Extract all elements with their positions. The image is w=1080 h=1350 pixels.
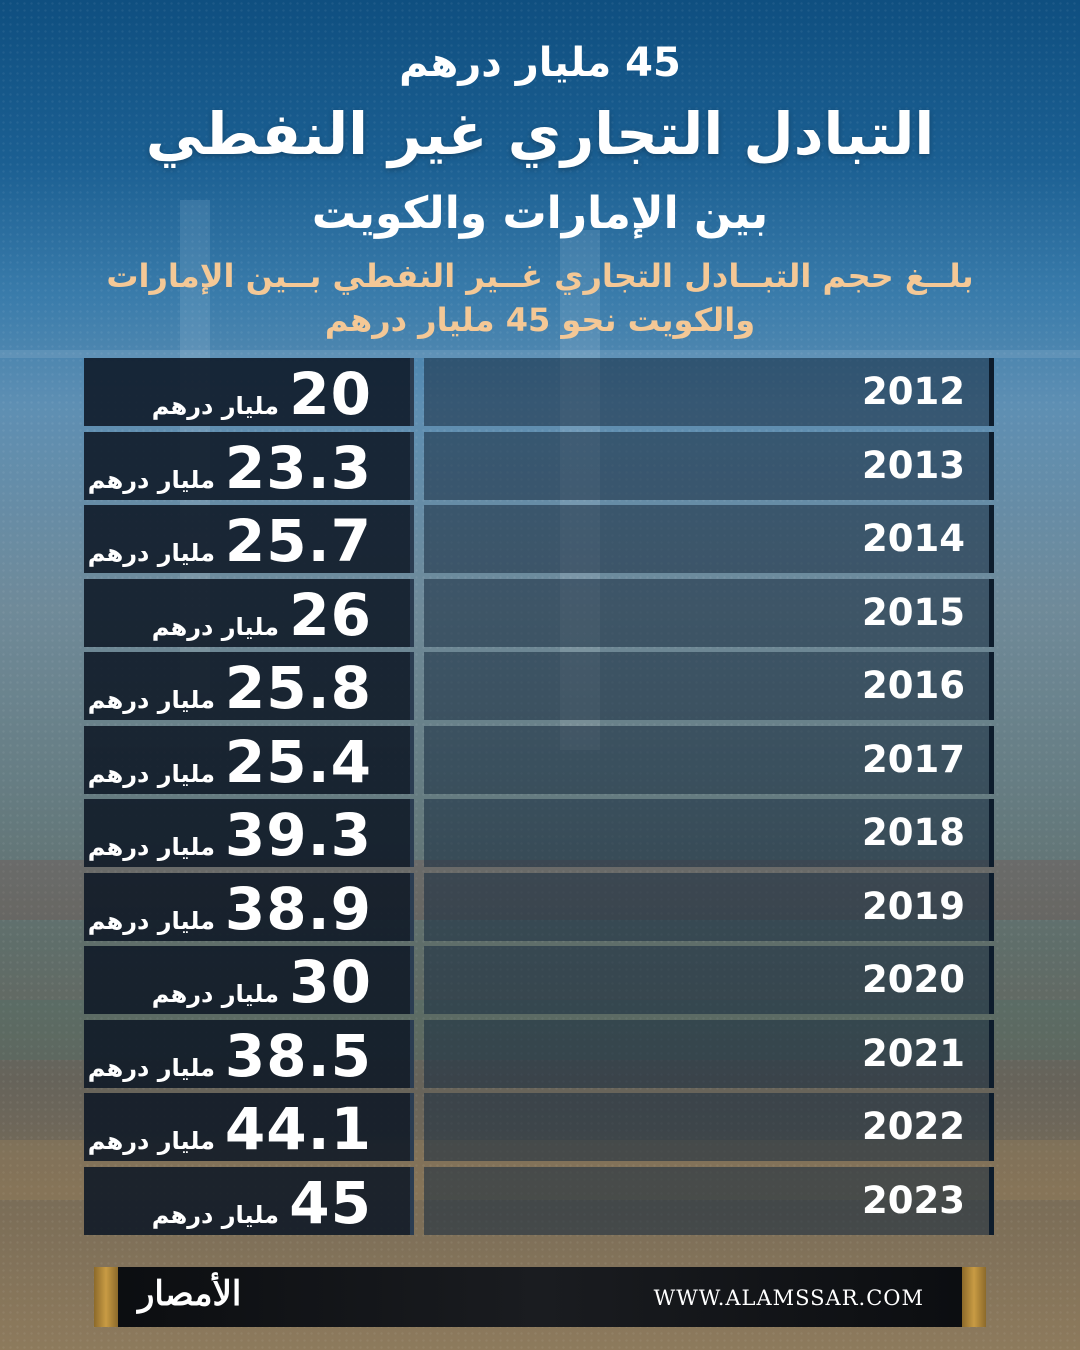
value-unit: مليار درهم xyxy=(87,1127,215,1155)
value-unit: مليار درهم xyxy=(87,833,215,861)
table-row: 39.3 مليار درهم 2018 xyxy=(84,799,994,869)
background-beam xyxy=(0,350,1080,358)
value-number: 39.3 xyxy=(224,801,372,869)
footer-edge-right xyxy=(962,1267,986,1327)
year-label: 2022 xyxy=(862,1105,965,1148)
value-number: 38.5 xyxy=(224,1021,372,1090)
year-label: 2018 xyxy=(862,811,965,854)
data-table: 20 مليار درهم 2012 23.3 مليار درهم 2013 25.7 مل… xyxy=(84,358,994,1240)
year-cell: 2019 xyxy=(424,872,994,941)
page-subtitle: بين الإمارات والكويت xyxy=(311,188,769,239)
value-unit: مليار درهم xyxy=(151,1200,279,1229)
table-row: 25.7 مليار درهم 2014 xyxy=(84,505,994,575)
value-unit: مليار درهم xyxy=(151,980,279,1008)
value-cell: 39.3 مليار درهم xyxy=(84,799,414,869)
year-cell: 2012 xyxy=(424,358,994,426)
year-cell: 2018 xyxy=(424,799,994,867)
value-number: 25.4 xyxy=(224,727,372,796)
year-label: 2020 xyxy=(862,958,965,1001)
value-number: 44.1 xyxy=(224,1095,372,1163)
value-cell: 26 مليار درهم xyxy=(84,578,414,649)
value-unit: مليار درهم xyxy=(87,465,215,494)
value-unit: مليار درهم xyxy=(151,612,279,641)
value-unit: مليار درهم xyxy=(87,686,215,714)
table-row: 45 مليار درهم 2023 xyxy=(84,1166,994,1237)
footer-edge-left xyxy=(94,1267,118,1327)
brand-logo: الأمصار xyxy=(138,1274,241,1314)
year-label: 2016 xyxy=(862,664,965,707)
value-number: 30 xyxy=(289,948,372,1016)
year-label: 2012 xyxy=(862,370,965,413)
year-cell: 2023 xyxy=(424,1166,994,1235)
year-cell: 2013 xyxy=(424,431,994,500)
value-unit: مليار درهم xyxy=(87,906,215,935)
year-label: 2019 xyxy=(862,884,965,928)
value-cell: 44.1 مليار درهم xyxy=(84,1093,414,1163)
value-cell: 30 مليار درهم xyxy=(84,946,414,1016)
table-row: 30 مليار درهم 2020 xyxy=(84,946,994,1016)
value-number: 25.7 xyxy=(224,507,372,575)
year-cell: 2014 xyxy=(424,505,994,573)
website-url: WWW.ALAMSSAR.COM xyxy=(653,1286,924,1310)
value-unit: مليار درهم xyxy=(87,759,215,788)
year-label: 2015 xyxy=(862,590,965,634)
description-line-2: والكويت نحو 45 مليار درهم xyxy=(324,301,756,339)
year-label: 2021 xyxy=(862,1031,965,1075)
table-row: 25.4 مليار درهم 2017 xyxy=(84,725,994,796)
year-cell: 2021 xyxy=(424,1019,994,1088)
value-cell: 38.9 مليار درهم xyxy=(84,872,414,943)
headline-total: 45 مليار درهم xyxy=(399,40,681,86)
value-number: 23.3 xyxy=(224,433,372,502)
value-unit: مليار درهم xyxy=(87,539,215,567)
table-row: 38.5 مليار درهم 2021 xyxy=(84,1019,994,1090)
value-number: 20 xyxy=(289,360,372,428)
value-cell: 20 مليار درهم xyxy=(84,358,414,428)
value-cell: 23.3 مليار درهم xyxy=(84,431,414,502)
footer-bar xyxy=(94,1267,986,1327)
value-unit: مليار درهم xyxy=(151,392,279,420)
value-cell: 25.7 مليار درهم xyxy=(84,505,414,575)
table-row: 25.8 مليار درهم 2016 xyxy=(84,652,994,722)
year-label: 2013 xyxy=(862,443,965,487)
year-cell: 2016 xyxy=(424,652,994,720)
table-row: 26 مليار درهم 2015 xyxy=(84,578,994,649)
value-number: 45 xyxy=(289,1168,372,1237)
year-label: 2014 xyxy=(862,517,965,560)
table-row: 38.9 مليار درهم 2019 xyxy=(84,872,994,943)
table-row: 44.1 مليار درهم 2022 xyxy=(84,1093,994,1163)
value-cell: 25.8 مليار درهم xyxy=(84,652,414,722)
value-cell: 38.5 مليار درهم xyxy=(84,1019,414,1090)
logo-text: الأمصار xyxy=(138,1274,242,1314)
year-cell: 2017 xyxy=(424,725,994,794)
year-cell: 2015 xyxy=(424,578,994,647)
table-row: 20 مليار درهم 2012 xyxy=(84,358,994,428)
page-title: التبادل التجاري غير النفطي xyxy=(145,100,935,168)
value-cell: 25.4 مليار درهم xyxy=(84,725,414,796)
value-unit: مليار درهم xyxy=(87,1053,215,1082)
year-cell: 2022 xyxy=(424,1093,994,1161)
value-number: 38.9 xyxy=(224,874,372,943)
description: بلــغ حجم التبــادل التجاري غــير النفطي… xyxy=(90,254,990,342)
value-cell: 45 مليار درهم xyxy=(84,1166,414,1237)
value-number: 25.8 xyxy=(224,654,372,722)
year-cell: 2020 xyxy=(424,946,994,1014)
table-row: 23.3 مليار درهم 2013 xyxy=(84,431,994,502)
description-line-1: بلــغ حجم التبــادل التجاري غــير النفطي… xyxy=(106,257,974,295)
year-label: 2017 xyxy=(862,737,965,781)
value-number: 26 xyxy=(289,580,372,649)
year-label: 2023 xyxy=(862,1178,965,1222)
